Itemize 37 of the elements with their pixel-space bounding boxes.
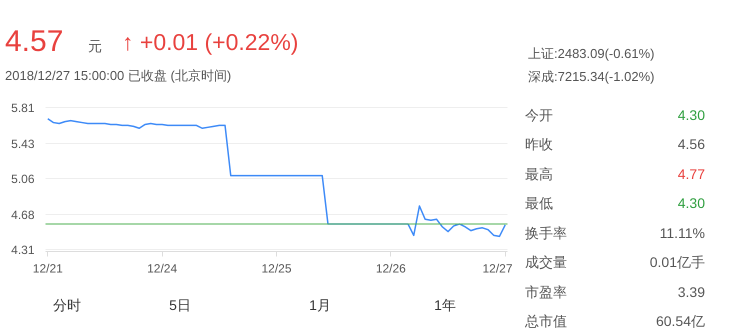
text: 3.39 [678,284,705,301]
text: 换手率 [525,225,567,242]
text: 上证:2483.09(-0.61%) [528,46,654,62]
text: 0.01亿手 [650,254,705,271]
x-tick-label: 12/26 [376,262,406,276]
x-tick-label: 12/24 [147,262,178,276]
line-series [47,118,506,238]
text: 最高 [525,166,553,183]
text: 成交量 [525,254,567,271]
text: 1月 [308,297,332,314]
text: 4.77 [678,166,705,183]
text: 4.30 [678,107,705,124]
text: 市盈率 [525,284,567,301]
chart-subtitle: 2018/12/27 15:00:00 已收盘 (北京时间) [5,68,232,84]
y-tick-label: 5.81 [11,100,35,115]
text: 4.30 [678,195,705,212]
text: 5日 [168,297,192,314]
y-tick-label: 5.06 [11,172,35,186]
chart-title: 4.57 [5,24,64,60]
y-tick-label: 5.43 [11,136,35,151]
text: 今开 [525,107,553,124]
text: 元 [88,38,102,55]
text: 深成:7215.34(-1.02%) [528,69,654,85]
text: 11.11% [660,225,705,242]
text: 1年 [433,297,457,314]
text: ↑ +0.01 (+0.22%) [122,29,298,57]
x-tick-label: 12/21 [32,262,64,276]
text: 60.54亿 [656,313,705,330]
y-tick-label: 4.68 [11,208,35,222]
text: 4.56 [678,136,705,153]
text: 分时 [52,297,82,314]
text: 总市值 [525,313,567,330]
y-tick-label: 4.31 [11,243,35,258]
x-tick-label: 12/25 [261,262,292,276]
text: 最低 [525,195,553,212]
x-tick-label: 12/27 [482,262,513,276]
text: 昨收 [525,136,553,153]
